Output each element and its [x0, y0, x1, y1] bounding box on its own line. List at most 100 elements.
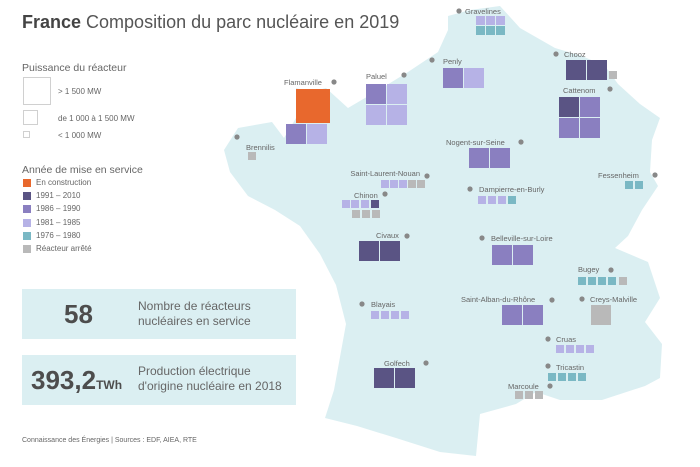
france-outline [224, 6, 662, 456]
site-14: Bugey [578, 265, 627, 285]
reactor-square [488, 196, 496, 204]
legend-year-swatch [23, 218, 31, 227]
reactor-square [248, 152, 256, 160]
reactor-square [352, 210, 360, 218]
reactor-square [286, 124, 306, 144]
reactor-square [608, 277, 616, 285]
site-label: Paluel [366, 72, 387, 81]
reactor-square [635, 181, 643, 189]
site-label: Saint-Laurent-Nouan [350, 169, 420, 178]
legend-size-medium-label: de 1 000 à 1 500 MW [58, 114, 135, 123]
reactor-square [476, 16, 485, 25]
site-dot [579, 296, 585, 302]
site-label: Chinon [354, 191, 378, 200]
legend-year-label: 1986 – 1990 [36, 204, 81, 214]
legend-year-swatch [23, 245, 31, 253]
legend-size-large [23, 77, 51, 105]
site-9: Fessenheim [598, 171, 658, 189]
reactor-square [391, 311, 399, 319]
reactor-square [578, 277, 586, 285]
reactor-square [296, 89, 330, 123]
site-dot [518, 139, 524, 145]
site-label: Cruas [556, 335, 576, 344]
stat-reactors-value: 58 [64, 299, 93, 329]
legend-year-label: Réacteur arrêté [36, 244, 92, 253]
reactor-square [390, 180, 398, 188]
reactor-square [578, 373, 586, 381]
reactor-square [576, 345, 584, 353]
reactor-square [374, 368, 394, 388]
reactor-square [371, 311, 379, 319]
site-label: Marcoule [508, 382, 539, 391]
site-13: Belleville-sur-Loire [479, 234, 553, 265]
reactor-square [496, 26, 505, 35]
reactor-square [559, 118, 579, 138]
reactor-square [372, 210, 380, 218]
legend-year-swatch [23, 205, 31, 214]
site-3: Penly [429, 57, 484, 88]
reactor-square [490, 148, 510, 168]
legend-year-swatch [23, 192, 31, 201]
reactor-square [588, 277, 596, 285]
site-dot [545, 363, 551, 369]
reactor-square [502, 305, 522, 325]
reactor-square [591, 305, 611, 325]
reactor-square [351, 200, 359, 208]
stat-production-unit: TWh [96, 378, 123, 392]
site-2: Paluel [366, 72, 407, 125]
reactor-square [587, 60, 607, 80]
reactor-square [380, 241, 400, 261]
reactor-square [580, 118, 600, 138]
reactor-square [408, 180, 416, 188]
site-label: Gravelines [465, 7, 501, 16]
site-11: Dampierre-en-Burly [467, 185, 545, 204]
site-7: Nogent-sur-Seine [446, 138, 524, 168]
reactor-square [476, 26, 485, 35]
title-rest: Composition du parc nucléaire en 2019 [86, 12, 400, 32]
reactor-square [609, 71, 617, 79]
reactor-square [366, 105, 386, 125]
site-label: Penly [443, 57, 462, 66]
site-12: Civaux [359, 231, 410, 261]
reactor-square [566, 345, 574, 353]
site-21: Marcoule [508, 382, 553, 399]
reactor-square [443, 68, 463, 88]
reactor-square [362, 210, 370, 218]
reactor-square [598, 277, 606, 285]
reactor-square [381, 180, 389, 188]
site-label: Nogent-sur-Seine [446, 138, 505, 147]
legend-year-label: 1991 – 2010 [36, 191, 81, 201]
reactor-square [486, 16, 495, 25]
reactor-square [492, 245, 512, 265]
site-dot [549, 297, 555, 303]
site-10: Chinon [342, 191, 388, 218]
site-label: Cattenom [563, 86, 596, 95]
stat-reactors-label: Nombre de réacteurs nucléaires en service [138, 299, 251, 328]
reactor-square [387, 84, 407, 104]
reactor-square [535, 391, 543, 399]
site-dot [545, 336, 551, 342]
site-dot [359, 301, 365, 307]
reactor-square [381, 311, 389, 319]
site-dot [553, 51, 559, 57]
legend-year-label: 1981 – 1985 [36, 217, 81, 227]
site-label: Tricastin [556, 363, 584, 372]
site-label: Belleville-sur-Loire [491, 234, 553, 243]
site-dot [382, 191, 388, 197]
site-dot [424, 173, 430, 179]
site-16: Saint-Alban-du-Rhône [461, 295, 555, 325]
site-8: Saint-Laurent-Nouan [350, 169, 430, 188]
reactor-square [513, 245, 533, 265]
site-17: Creys-Malville [579, 295, 637, 325]
reactor-square [401, 311, 409, 319]
site-label: Civaux [376, 231, 399, 240]
site-dot [423, 360, 429, 366]
reactor-square [417, 180, 425, 188]
site-dot [547, 383, 553, 389]
site-label: Flamanville [284, 78, 322, 87]
reactor-square [371, 200, 379, 208]
site-label: Blayais [371, 300, 395, 309]
reactor-square [508, 196, 516, 204]
reactor-square [498, 196, 506, 204]
site-20: Golfech [374, 359, 429, 388]
